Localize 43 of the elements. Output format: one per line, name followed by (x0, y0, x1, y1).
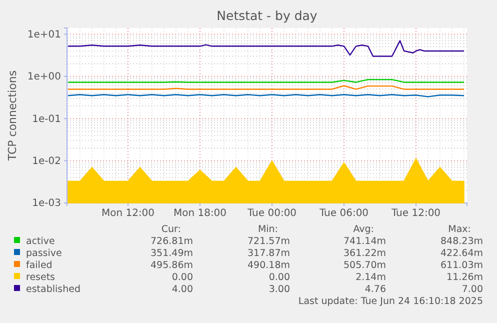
chart-title: Netstat - by day (216, 8, 318, 23)
text: Last update: Tue Jun 24 16:10:18 2025 (298, 296, 483, 307)
text: 726.81m (150, 236, 193, 247)
y-tick-label: 1e+00 (27, 72, 61, 83)
text: 495.86m (150, 260, 193, 271)
text: 490.18m (248, 260, 290, 271)
text: 317.87m (248, 248, 290, 259)
text: 0.00 (268, 272, 290, 283)
text: 0.00 (172, 272, 193, 283)
text: Cur: (161, 224, 181, 235)
x-tick-label: Mon 18:00 (173, 208, 227, 220)
text: 4.76 (364, 284, 386, 295)
text: 848.23m (440, 236, 483, 247)
x-tick-label: Tue 06:00 (318, 208, 369, 220)
text: Avg: (353, 224, 374, 235)
text: 2.14m (356, 272, 386, 283)
y-axis-title: TCP connections (6, 70, 19, 162)
text: 721.57m (248, 236, 290, 247)
text: 3.00 (268, 284, 290, 295)
x-tick-label: Tue 12:00 (390, 208, 441, 220)
text: Max: (448, 224, 471, 235)
legend-label: failed (26, 260, 52, 271)
text: 361.22m (344, 248, 386, 259)
x-tick-label: Mon 12:00 (101, 208, 155, 220)
text: 505.70m (344, 260, 386, 271)
text: 4.00 (172, 284, 193, 295)
x-tick-label: Tue 00:00 (246, 208, 297, 220)
legend-label: active (26, 236, 56, 247)
legend-label: passive (26, 248, 62, 259)
text: 351.49m (150, 248, 193, 259)
text: 422.64m (440, 248, 483, 259)
text: 11.26m (446, 272, 483, 283)
legend-label: resets (26, 272, 56, 283)
text: 741.14m (344, 236, 386, 247)
text: 7.00 (462, 284, 483, 295)
text: 611.03m (440, 260, 483, 271)
y-tick-label: 1e-03 (32, 198, 61, 210)
line-series (67, 40, 465, 57)
y-tick-label: 1e-01 (32, 114, 61, 125)
y-tick-label: 1e-02 (32, 156, 61, 167)
y-tick-label: 1e+01 (27, 29, 61, 40)
legend-label: established (26, 284, 80, 295)
text: Min: (258, 224, 278, 235)
